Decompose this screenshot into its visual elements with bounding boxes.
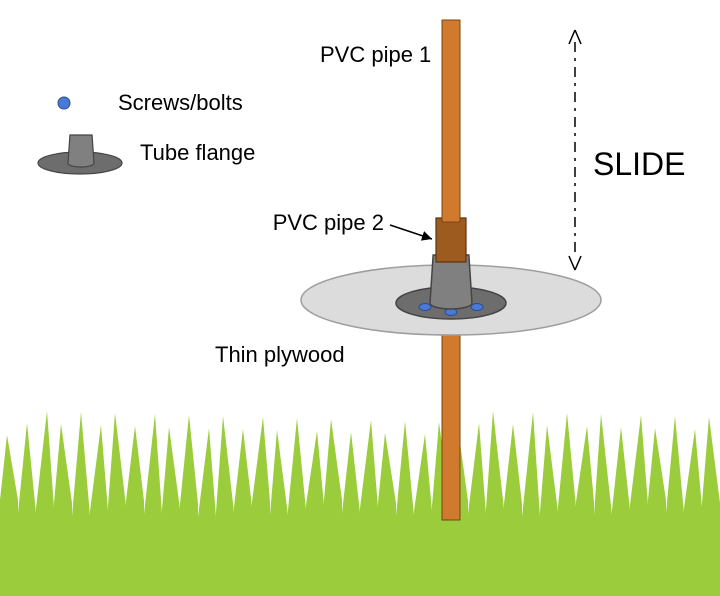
legend-screw-icon — [58, 97, 70, 109]
pipe1-label: PVC pipe 1 — [320, 42, 431, 67]
legend-flange-label: Tube flange — [140, 140, 255, 165]
grass — [0, 411, 720, 596]
legend-screws-label: Screws/bolts — [118, 90, 243, 115]
screw-icon — [419, 304, 431, 311]
screw-icon — [471, 304, 483, 311]
slide-arrow — [569, 30, 581, 270]
pipe2-arrow — [390, 225, 432, 241]
pvc-pipe-1-upper — [442, 20, 460, 222]
legend-flange-icon — [38, 135, 122, 174]
plywood-label: Thin plywood — [215, 342, 345, 367]
pipe2-label: PVC pipe 2 — [273, 210, 384, 235]
slide-label: SLIDE — [593, 146, 685, 182]
tube-flange-body — [430, 255, 472, 309]
diagram-canvas: PVC pipe 1 SLIDE PVC pipe 2 Thin plywood… — [0, 0, 720, 596]
pvc-pipe-2 — [436, 218, 466, 262]
